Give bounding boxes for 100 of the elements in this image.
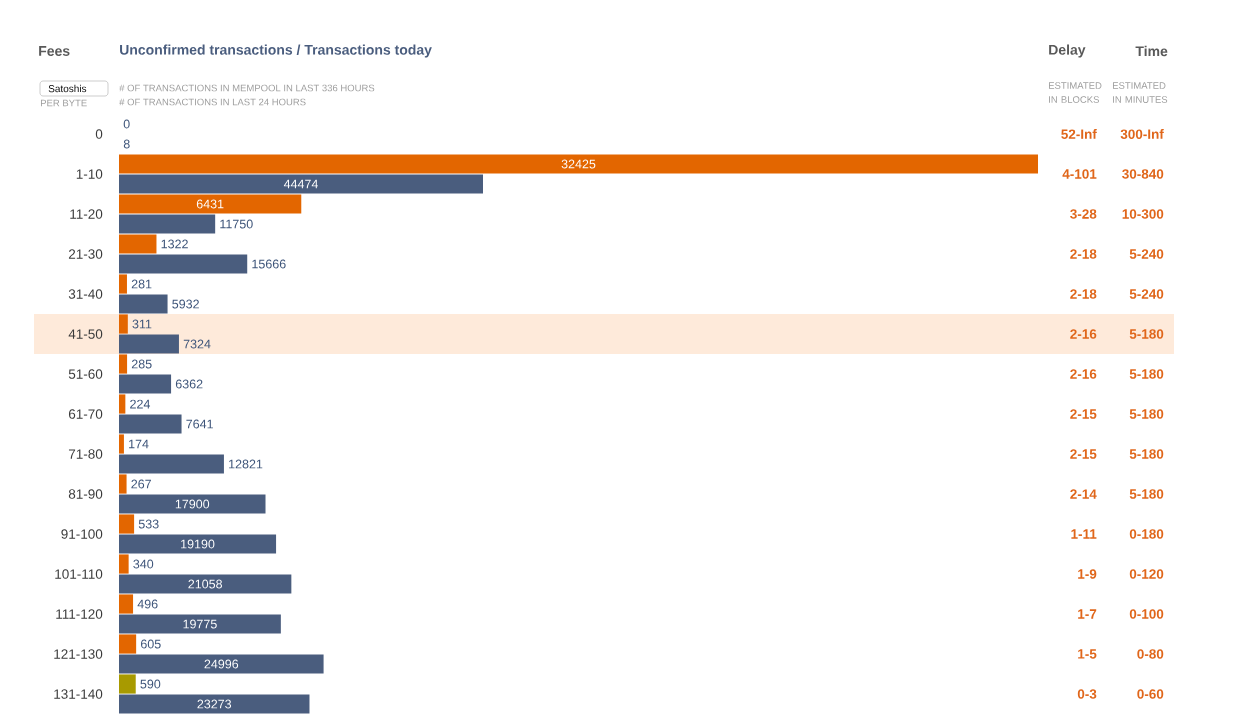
- text: 5-180: [1129, 369, 1164, 379]
- data-label: 7324: [183, 339, 211, 349]
- data-label: 1322: [161, 239, 188, 249]
- y-tick-label: 1-10: [76, 169, 103, 179]
- data-label: 590: [140, 679, 161, 689]
- text: 0-3: [1077, 689, 1097, 699]
- bar: [119, 454, 224, 474]
- text: 2-14: [1070, 489, 1097, 499]
- y-tick-label: 91-100: [61, 529, 103, 539]
- data-label: 496: [137, 599, 158, 609]
- bar: [119, 614, 281, 634]
- data-label: 605: [140, 639, 161, 649]
- data-label: 15666: [252, 259, 286, 269]
- bar: [119, 374, 172, 394]
- text: ESTIMATED IN BLOCKS: [1049, 82, 1102, 103]
- bar: [119, 154, 1039, 174]
- text: 1-7: [1078, 609, 1097, 619]
- text: 10-300: [1122, 209, 1164, 219]
- chart-title: Unconfirmed transactions / Transactions today: [120, 44, 432, 58]
- y-tick-label: 81-90: [68, 489, 103, 499]
- bar: [119, 274, 127, 294]
- y-tick-label: 131-140: [54, 689, 103, 699]
- bar: [119, 674, 136, 694]
- text: 0-100: [1129, 609, 1164, 619]
- bar: [119, 414, 182, 434]
- bar: [119, 654, 324, 674]
- bar: [119, 294, 168, 314]
- text: ESTIMATED IN MINUTES: [1113, 82, 1168, 103]
- text: 4-101: [1062, 169, 1097, 179]
- data-label: 11750: [220, 219, 253, 229]
- bar: [119, 554, 129, 574]
- data-label: 5932: [172, 299, 199, 309]
- data-label: 281: [131, 279, 152, 289]
- data-label: 32425: [561, 159, 596, 169]
- text: 300-Inf: [1120, 129, 1164, 139]
- text: Delay: [1049, 44, 1086, 58]
- text: 1-5: [1078, 649, 1097, 659]
- data-label: 23273: [197, 699, 232, 709]
- y-tick-label: 71-80: [68, 449, 103, 459]
- text: PER BYTE: [40, 99, 87, 107]
- text: 2-18: [1070, 289, 1097, 299]
- data-label: 267: [131, 479, 151, 489]
- y-tick-label: 111-120: [56, 609, 103, 619]
- text: 2-16: [1070, 329, 1097, 339]
- bar: [119, 354, 128, 374]
- bar: [119, 494, 266, 514]
- bar: [119, 254, 248, 274]
- text: 0-80: [1137, 649, 1164, 659]
- text: 52-Inf: [1061, 129, 1097, 139]
- bar: [119, 314, 128, 334]
- y-tick-label: 11-20: [70, 209, 103, 219]
- data-label: 0: [123, 119, 130, 129]
- text: 3-28: [1070, 209, 1097, 219]
- text: 0-60: [1137, 689, 1164, 699]
- bar: [119, 334, 179, 354]
- text: 0-120: [1129, 569, 1164, 579]
- data-label: 311: [132, 319, 152, 329]
- text: Satoshis: [48, 84, 87, 93]
- y-axis-title: Fees: [39, 46, 70, 56]
- y-tick-label: 31-40: [68, 289, 103, 299]
- y-tick-label: 0: [95, 129, 103, 139]
- bar: [119, 394, 126, 414]
- text: Time: [1135, 45, 1168, 57]
- text: 5-240: [1129, 249, 1164, 259]
- data-label: 19190: [181, 539, 215, 549]
- data-label: 17900: [175, 499, 210, 509]
- text: 5-180: [1129, 489, 1164, 499]
- text: 2-15: [1070, 449, 1097, 459]
- bar: [119, 694, 310, 714]
- text: 5-180: [1129, 409, 1164, 419]
- y-tick-label: 51-60: [68, 369, 103, 379]
- bar: [119, 474, 127, 494]
- x-axis-title: # OF TRANSACTIONS IN MEMPOOL IN LAST 336 HOURS: [119, 84, 375, 92]
- bar: [119, 634, 137, 654]
- data-label: 7641: [186, 419, 213, 429]
- data-label: 21058: [188, 579, 223, 589]
- x-axis-title: # OF TRANSACTIONS IN LAST 24 HOURS: [119, 98, 306, 106]
- text: 5-180: [1129, 449, 1164, 459]
- data-label: 533: [138, 519, 159, 529]
- text: 2-18: [1070, 249, 1097, 259]
- text: 1-9: [1078, 569, 1097, 579]
- data-label: 8: [123, 139, 130, 149]
- data-label: 6362: [175, 379, 203, 389]
- data-label: 6431: [196, 199, 224, 209]
- text: 2-16: [1070, 369, 1097, 379]
- text: 5-180: [1129, 329, 1164, 339]
- text: 30-840: [1122, 169, 1164, 179]
- bar: [119, 594, 134, 614]
- y-tick-label: 21-30: [68, 249, 103, 259]
- text: 0-180: [1129, 529, 1164, 539]
- data-label: 24996: [204, 659, 239, 669]
- text: 1-11: [1071, 529, 1097, 539]
- bar: [119, 434, 124, 454]
- data-label: 19775: [183, 619, 217, 629]
- y-tick-label: 61-70: [68, 409, 103, 419]
- data-label: 340: [133, 559, 154, 569]
- data-label: 224: [130, 399, 151, 409]
- y-tick-label: 121-130: [54, 649, 103, 659]
- text: 2-15: [1070, 409, 1097, 419]
- data-label: 44474: [283, 179, 319, 189]
